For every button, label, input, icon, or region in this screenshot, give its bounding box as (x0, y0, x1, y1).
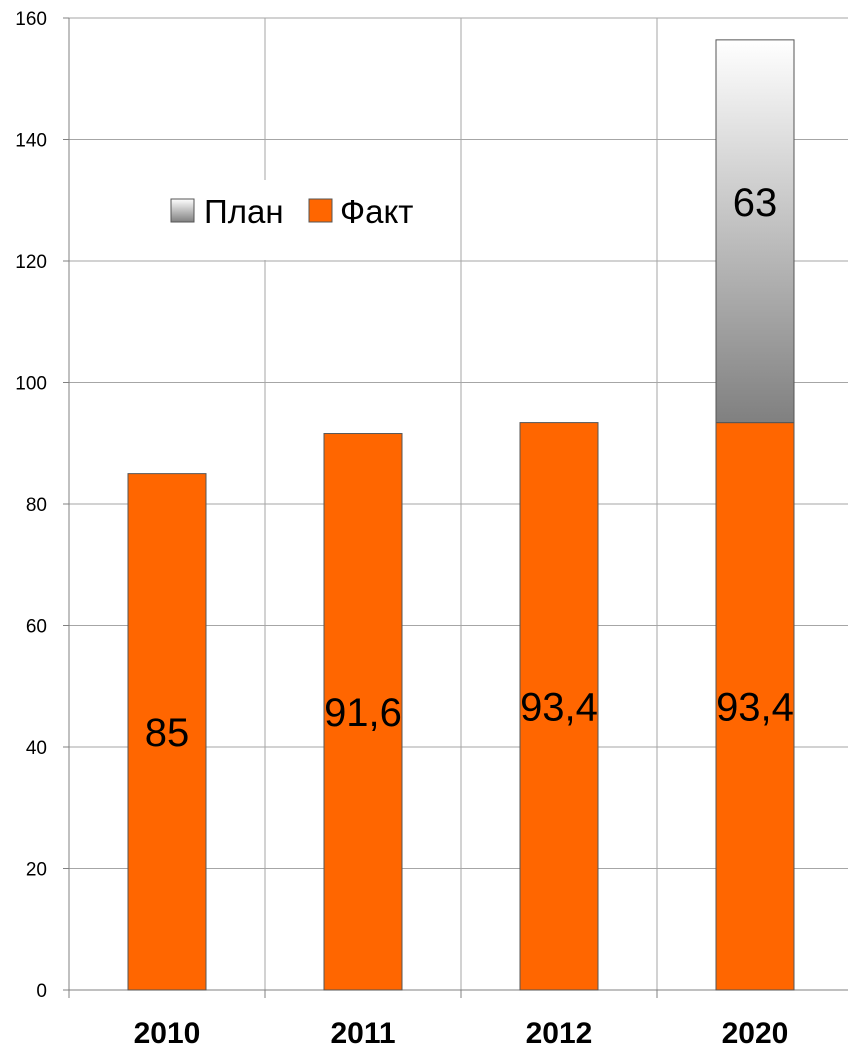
y-tick-label: 0 (36, 981, 47, 1002)
axes: 0 20 40 60 80 100 120 140 160 2010 2011 2012 2020 (15, 9, 848, 1050)
bars (127, 39, 795, 991)
x-category-label: 2012 (526, 1017, 593, 1050)
y-tick-label: 100 (15, 374, 47, 395)
y-tick-label: 140 (15, 131, 47, 152)
data-label-fact-2010: 85 (145, 711, 190, 755)
y-tick-label: 80 (26, 495, 47, 516)
legend-label-plan: План (204, 193, 284, 230)
y-tick-label: 120 (15, 252, 47, 273)
bar-fact-2020 (715, 422, 795, 991)
data-label-fact-2020: 93,4 (716, 685, 794, 729)
bar-plan-2020 (715, 39, 795, 424)
bar-fact-2011 (323, 433, 403, 991)
data-label-plan-2020: 63 (733, 181, 778, 225)
legend-swatch-plan (170, 198, 195, 223)
y-tick-label: 40 (26, 738, 47, 759)
y-tick-label: 160 (15, 9, 47, 30)
legend-background (160, 180, 418, 260)
bar-fact-2012 (519, 422, 599, 991)
data-labels: 85 91,6 93,4 93,4 63 (145, 181, 794, 755)
data-label-fact-2011: 91,6 (324, 691, 402, 735)
bar-fact-2010 (127, 473, 207, 991)
x-category-label: 2011 (330, 1017, 395, 1050)
x-category-label: 2010 (134, 1017, 201, 1050)
legend-swatch-fact (308, 198, 333, 223)
x-category-label: 2020 (722, 1017, 789, 1050)
legend: План Факт (160, 180, 418, 260)
data-label-fact-2012: 93,4 (520, 685, 598, 729)
legend-label-fact: Факт (340, 193, 413, 230)
y-tick-label: 20 (26, 860, 47, 881)
y-tick-label: 60 (26, 617, 47, 638)
